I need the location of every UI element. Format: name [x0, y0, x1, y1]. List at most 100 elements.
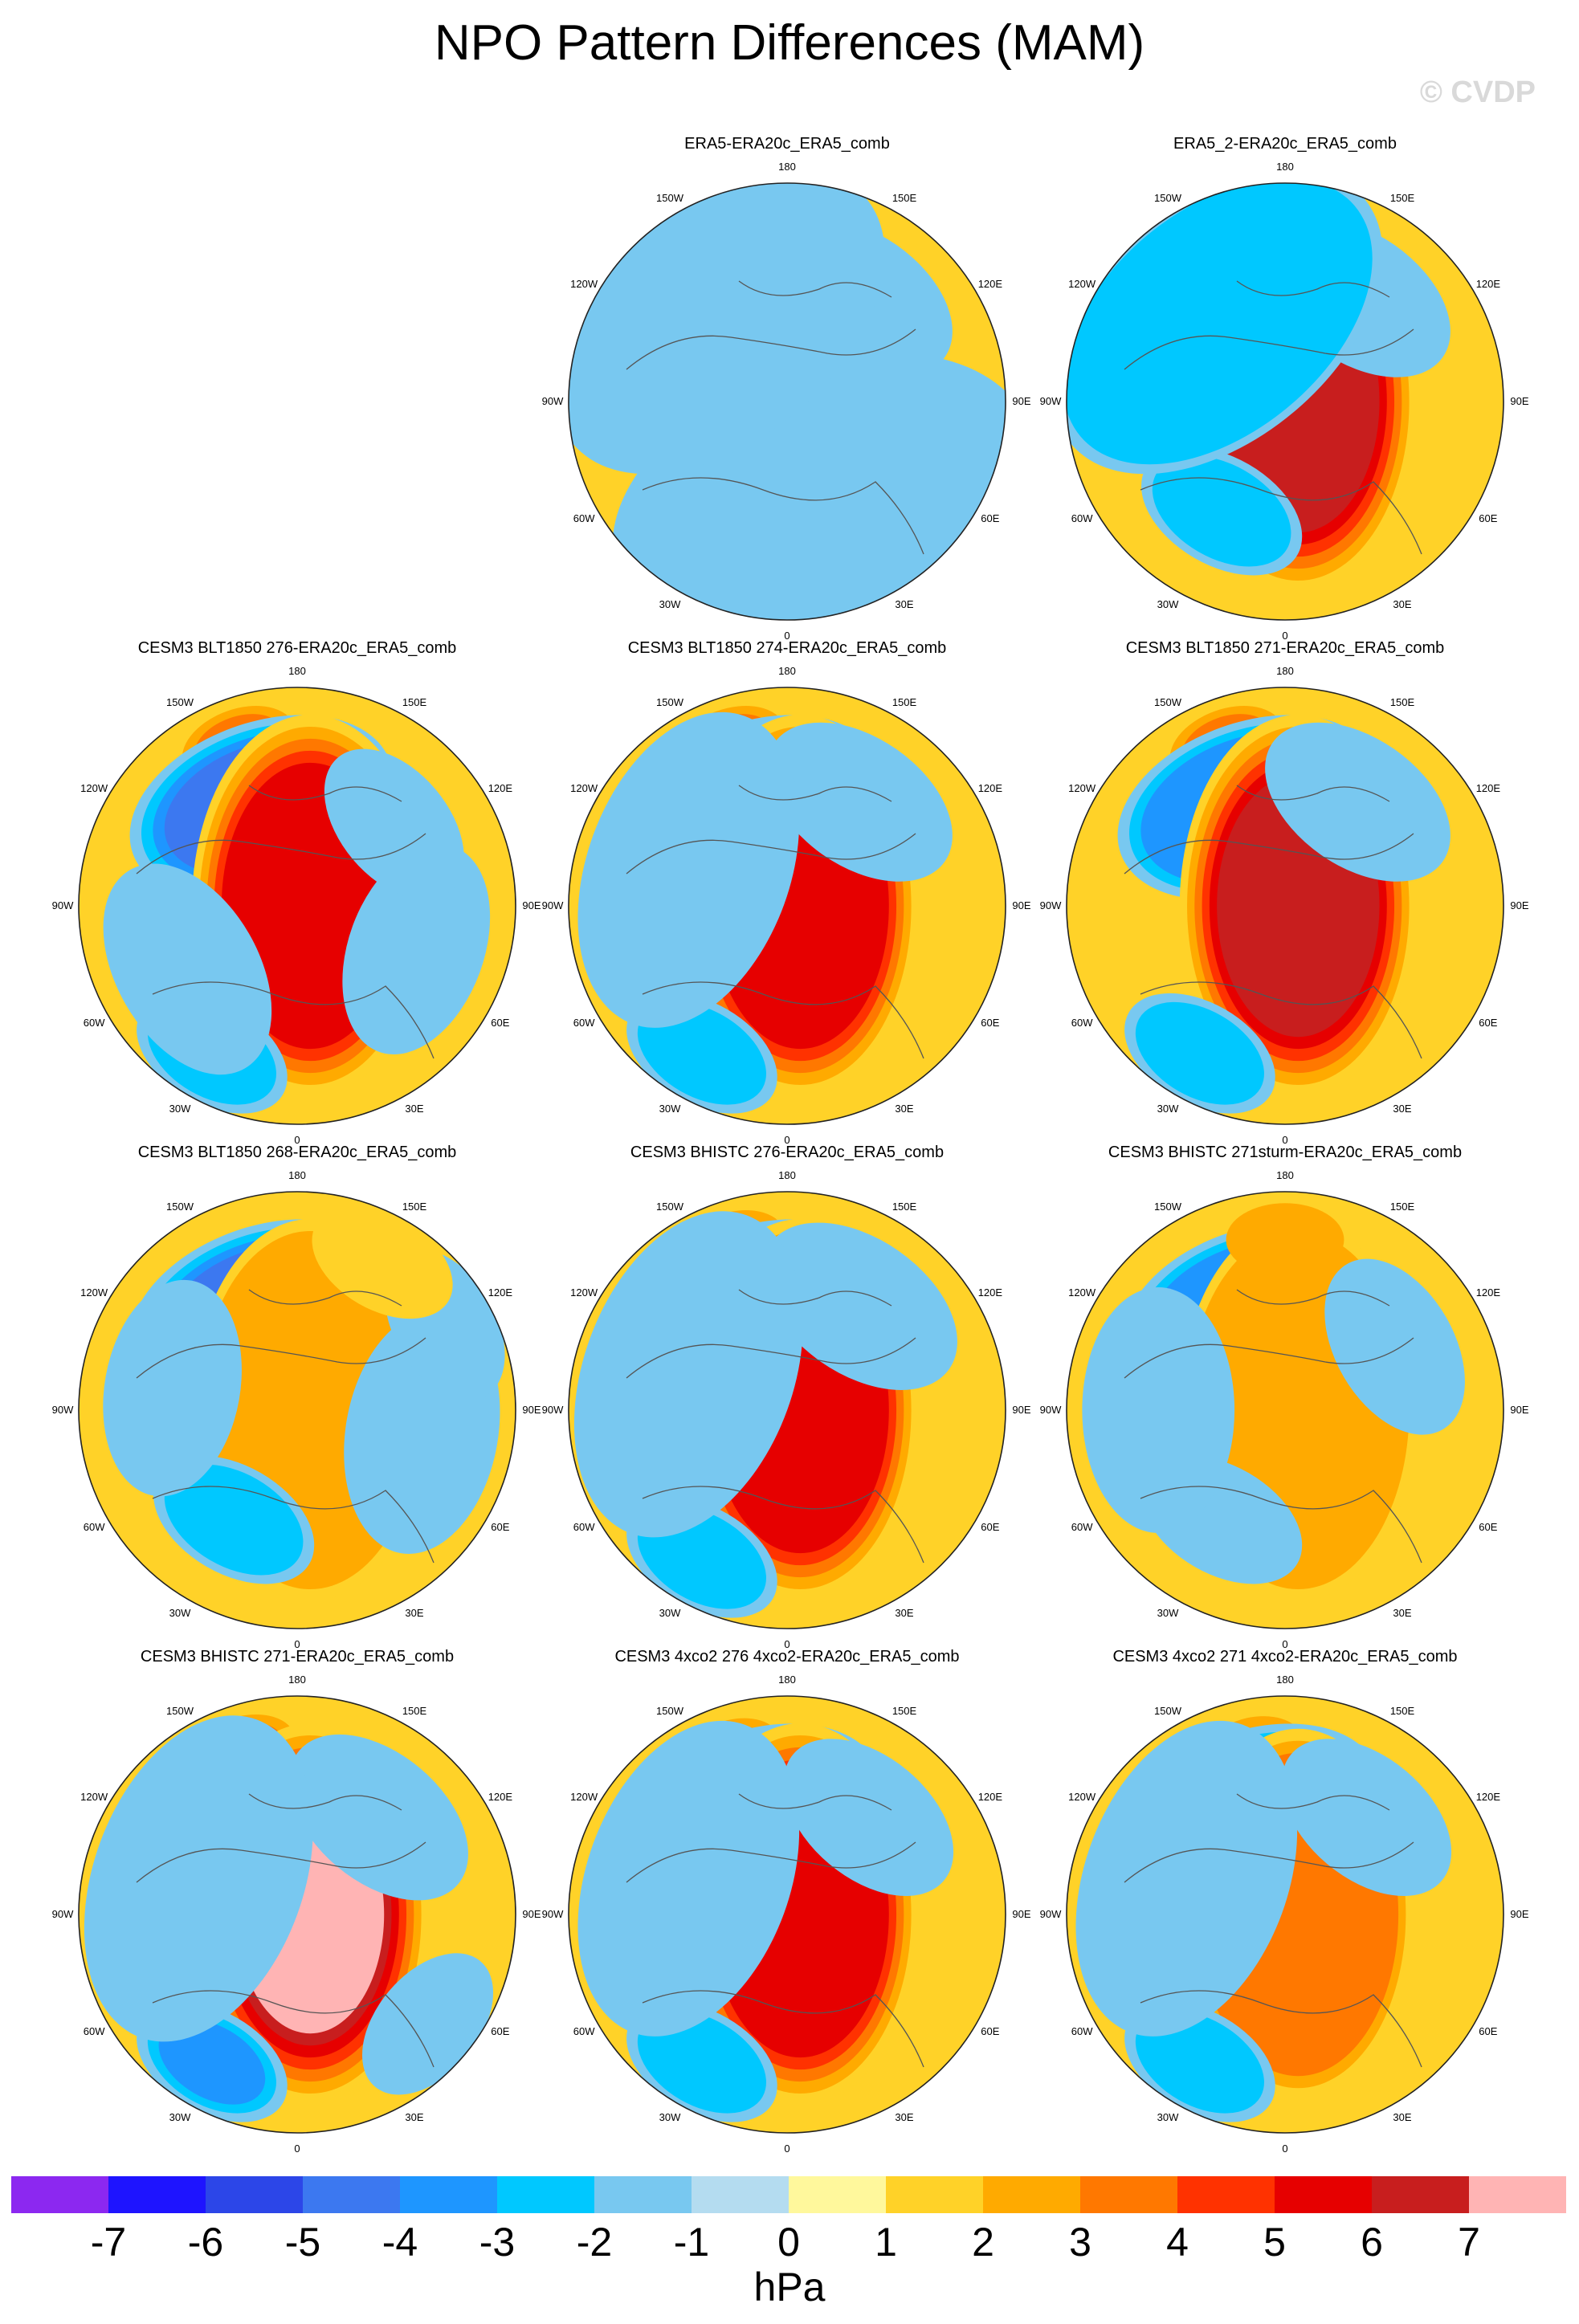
- coastline: [136, 1793, 435, 2068]
- longitude-label: 0: [1282, 2143, 1287, 2155]
- longitude-label: 90W: [1040, 899, 1062, 911]
- coastline: [136, 1289, 435, 1564]
- longitude-label: 120W: [80, 782, 108, 794]
- polar-map: 180 150E 120E 90E 60E 30E 0 30W 60W 90W 120W 150W: [1040, 161, 1529, 642]
- longitude-label: 60W: [573, 2025, 595, 2037]
- longitude-label: 30E: [1393, 2111, 1411, 2123]
- map-boundary: [78, 687, 516, 1125]
- longitude-label: 120W: [1068, 278, 1096, 290]
- longitude-label: 60W: [84, 1521, 105, 1533]
- longitude-label: 0: [1282, 1638, 1287, 1650]
- panel-title: ERA5-ERA20c_ERA5_comb: [684, 135, 890, 153]
- longitude-label: 90W: [52, 899, 74, 911]
- panel-title: CESM3 BLT1850 274-ERA20c_ERA5_comb: [627, 639, 947, 657]
- longitude-label: 90W: [1040, 1404, 1062, 1416]
- negative-anomaly-contour: [1265, 722, 1450, 882]
- positive-anomaly-contour: [1226, 1203, 1344, 1277]
- panel-title: CESM3 4xco2 276 4xco2-ERA20c_ERA5_comb: [614, 1648, 960, 1666]
- longitude-label: 30W: [169, 1607, 191, 1619]
- coastline: [1124, 280, 1422, 555]
- longitude-label: 180: [1276, 1674, 1294, 1686]
- colorbar-tick-label: 2: [972, 2220, 994, 2265]
- longitude-label: 120E: [488, 1286, 513, 1299]
- longitude-label: 30E: [405, 1103, 423, 1115]
- negative-anomaly-contour: [577, 711, 800, 1028]
- colorbar-segment: [108, 2176, 206, 2213]
- longitude-label: 0: [294, 1638, 300, 1650]
- longitude-label: 180: [778, 1674, 796, 1686]
- map-boundary: [1066, 687, 1504, 1125]
- longitude-label: 30W: [659, 1103, 681, 1115]
- longitude-label: 90E: [1012, 1908, 1030, 1920]
- negative-anomaly-contour: [1135, 1001, 1264, 1105]
- longitude-label: 60W: [1071, 512, 1093, 524]
- panel-title: CESM3 BLT1850 268-ERA20c_ERA5_comb: [137, 1144, 457, 1161]
- longitude-label: 60E: [981, 1521, 999, 1533]
- polar-map: 180 150E 120E 90E 60E 30E 0 30W 60W 90W 120W 150W: [542, 1674, 1031, 2155]
- longitude-label: 120E: [978, 1791, 1003, 1803]
- longitude-label: 0: [294, 1134, 300, 1146]
- map-boundary: [78, 1695, 516, 2134]
- colorbar-tick-label: 3: [1069, 2220, 1091, 2265]
- map-panel: CESM3 BHISTC 271-ERA20c_ERA5_comb 180 150…: [48, 1648, 546, 2163]
- longitude-label: 30E: [1393, 1103, 1411, 1115]
- longitude-label: 60E: [981, 2025, 999, 2037]
- longitude-label: 120E: [1476, 782, 1501, 794]
- longitude-label: 90E: [1012, 1404, 1030, 1416]
- longitude-label: 180: [288, 665, 306, 677]
- negative-anomaly-contour: [1152, 455, 1291, 567]
- longitude-label: 150E: [1390, 1201, 1415, 1213]
- panel-title: CESM3 BHISTC 271-ERA20c_ERA5_comb: [140, 1648, 455, 1666]
- longitude-label: 30E: [895, 1607, 913, 1619]
- longitude-label: 0: [784, 630, 790, 642]
- longitude-label: 60W: [573, 1017, 595, 1029]
- watermark: © CVDP: [1419, 75, 1536, 109]
- polar-map: 180 150E 120E 90E 60E 30E 0 30W 60W 90W 120W 150W: [1040, 665, 1529, 1146]
- longitude-label: 120E: [1476, 1286, 1501, 1299]
- polar-map: 180 150E 120E 90E 60E 30E 0 30W 60W 90W 120W 150W: [52, 1674, 541, 2155]
- map-boundary: [568, 182, 1006, 621]
- longitude-label: 180: [1276, 665, 1294, 677]
- longitude-label: 120W: [1068, 782, 1096, 794]
- map-boundary: [1066, 182, 1504, 621]
- map-panel: CESM3 BLT1850 276-ERA20c_ERA5_comb 180 15…: [48, 639, 546, 1155]
- negative-anomaly-contour: [1281, 1739, 1452, 1896]
- longitude-label: 60E: [981, 1017, 999, 1029]
- longitude-label: 120E: [488, 1791, 513, 1803]
- negative-anomaly-contour: [1082, 1287, 1235, 1533]
- colorbar-segment: [1177, 2176, 1275, 2213]
- longitude-label: 120E: [1476, 278, 1501, 290]
- longitude-label: 60E: [1479, 1521, 1497, 1533]
- map-panel: CESM3 BLT1850 268-ERA20c_ERA5_comb 180 15…: [48, 1144, 546, 1659]
- longitude-label: 180: [778, 1169, 796, 1181]
- longitude-label: 180: [778, 161, 796, 173]
- longitude-label: 120E: [488, 782, 513, 794]
- colorbar-tick-label: 7: [1458, 2220, 1480, 2265]
- negative-anomaly-contour: [342, 843, 491, 1054]
- longitude-label: 150E: [402, 1705, 427, 1717]
- map-boundary: [1066, 1695, 1504, 2134]
- longitude-label: 180: [1276, 161, 1294, 173]
- longitude-label: 90W: [1040, 395, 1062, 407]
- longitude-label: 60E: [981, 512, 999, 524]
- longitude-label: 150W: [166, 696, 194, 708]
- longitude-label: 120E: [978, 278, 1003, 290]
- colorbar-tick-label: 6: [1361, 2220, 1383, 2265]
- longitude-label: 150W: [656, 696, 684, 708]
- colorbar-tick-label: 1: [875, 2220, 897, 2265]
- longitude-label: 30W: [1157, 1103, 1179, 1115]
- longitude-label: 150E: [892, 1201, 917, 1213]
- longitude-label: 150E: [1390, 696, 1415, 708]
- colorbar-tick-label: 5: [1263, 2220, 1286, 2265]
- map-boundary: [1066, 1191, 1504, 1629]
- colorbar-tick-label: -5: [284, 2220, 321, 2265]
- longitude-label: 90E: [1510, 899, 1528, 911]
- longitude-label: 90E: [1012, 395, 1030, 407]
- colorbar: [11, 2176, 1566, 2213]
- map-panel: CESM3 BHISTC 271sturm-ERA20c_ERA5_comb 1…: [1036, 1144, 1534, 1659]
- polar-map: 180 150E 120E 90E 60E 30E 0 30W 60W 90W 120W 150W: [542, 1169, 1031, 1650]
- map-panel: CESM3 4xco2 271 4xco2-ERA20c_ERA5_comb 1…: [1036, 1648, 1534, 2163]
- longitude-label: 0: [294, 2143, 300, 2155]
- longitude-label: 30W: [169, 1103, 191, 1115]
- longitude-label: 180: [288, 1674, 306, 1686]
